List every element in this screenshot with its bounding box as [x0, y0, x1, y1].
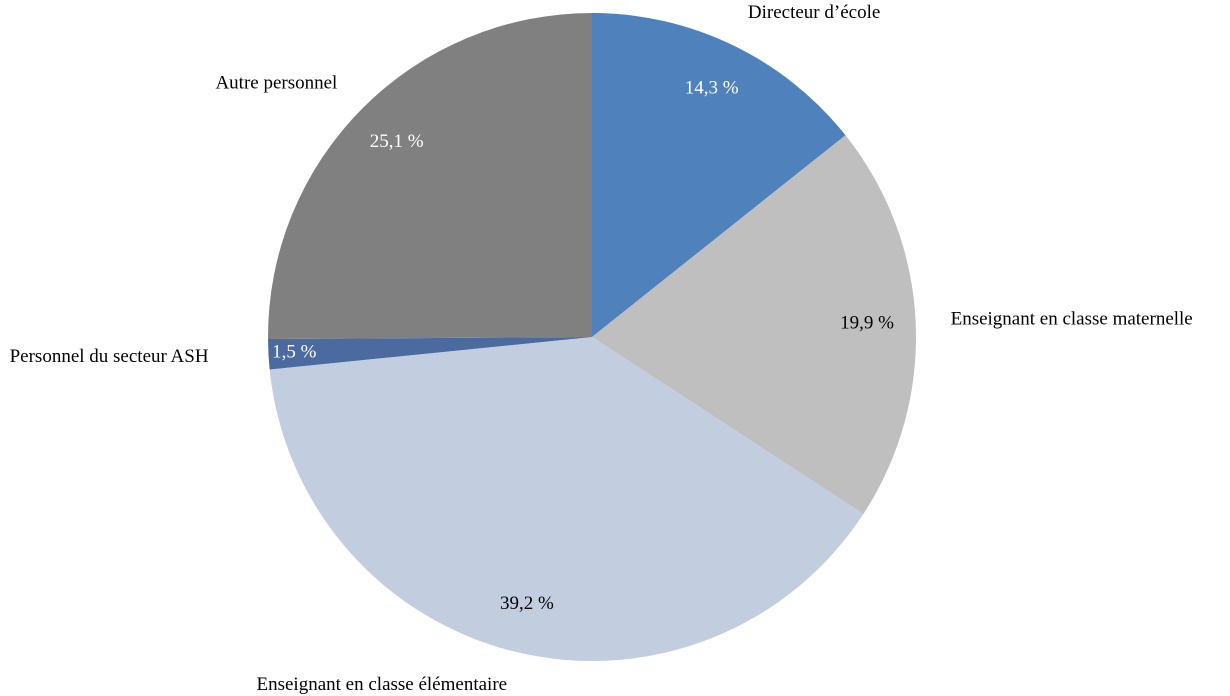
value-label: 14,3 %: [685, 77, 739, 98]
category-label: Directeur d’école: [748, 2, 880, 23]
pie-slice: [592, 135, 917, 515]
value-label: 25,1 %: [370, 131, 424, 152]
category-label: Enseignant en classe élémentaire: [257, 674, 508, 695]
value-label: 19,9 %: [840, 312, 894, 333]
value-label: 39,2 %: [500, 593, 554, 614]
value-label: 1,5 %: [272, 341, 317, 362]
category-label: Personnel du secteur ASH: [10, 346, 209, 367]
pie-slice: [269, 337, 864, 661]
category-label: Enseignant en classe maternelle: [951, 308, 1193, 329]
pie-slice: [268, 13, 592, 340]
pie-slice: [592, 13, 846, 337]
category-label: Autre personnel: [215, 72, 337, 93]
pie-slice: [268, 337, 592, 370]
